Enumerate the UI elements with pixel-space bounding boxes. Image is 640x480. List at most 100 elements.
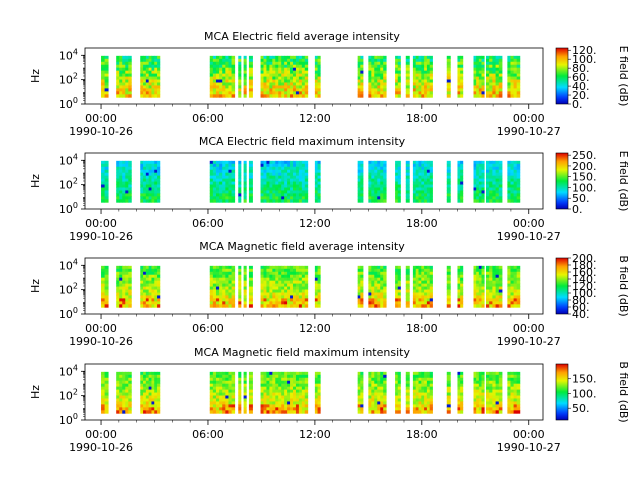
spectrogram-cell	[219, 190, 223, 194]
spectrogram-cell	[157, 398, 161, 402]
spectrogram-cell	[489, 274, 493, 279]
x-tick-time: 00:00	[85, 217, 117, 230]
spectrogram-cell	[317, 371, 321, 376]
spectrogram-cell	[357, 386, 361, 390]
spectrogram-cell	[371, 383, 375, 388]
spectrogram-cell	[295, 163, 300, 168]
spectrogram-cell	[460, 304, 464, 308]
spectrogram-cell	[148, 286, 152, 290]
spectrogram-cell	[304, 377, 309, 382]
spectrogram-cell	[148, 160, 152, 165]
spectrogram-cell	[219, 79, 223, 83]
spectrogram-cell	[125, 55, 129, 60]
spectrogram-cell	[314, 199, 318, 203]
spectrogram-cell	[128, 286, 132, 290]
spectrogram-cell	[143, 58, 147, 63]
spectrogram-cell	[397, 380, 401, 385]
spectrogram-cell	[275, 61, 279, 66]
spectrogram-cell	[219, 392, 223, 396]
spectrogram-cell	[225, 70, 229, 74]
spectrogram-cell	[418, 94, 422, 98]
colorbar-tick-label: 80.	[572, 294, 590, 307]
spectrogram-cell	[219, 187, 223, 191]
spectrogram-cell	[284, 94, 288, 98]
spectrogram-cell	[248, 82, 253, 86]
spectrogram-cell	[209, 181, 214, 185]
spectrogram-cell	[148, 386, 152, 390]
spectrogram-cell	[368, 163, 372, 168]
spectrogram-cell	[266, 85, 270, 89]
spectrogram-cell	[460, 163, 464, 168]
spectrogram-cell	[281, 271, 285, 276]
spectrogram-cell	[317, 73, 321, 77]
spectrogram-cell	[380, 301, 384, 305]
spectrogram-cell	[119, 73, 123, 77]
spectrogram-cell	[116, 82, 120, 86]
spectrogram-cell	[275, 395, 279, 399]
spectrogram-cell	[122, 371, 126, 376]
spectrogram-cell	[507, 190, 511, 194]
spectrogram-cell	[209, 389, 214, 393]
spectrogram-cell	[272, 377, 276, 382]
spectrogram-cell	[371, 76, 375, 80]
spectrogram-cell	[298, 298, 303, 302]
spectrogram-cell	[374, 178, 378, 182]
spectrogram-cell	[122, 163, 126, 168]
spectrogram-cell	[225, 271, 229, 276]
y-axis-label: Hz	[29, 174, 42, 188]
spectrogram-cell	[516, 79, 521, 83]
spectrogram-cell	[457, 193, 461, 197]
spectrogram-cell	[290, 184, 294, 188]
spectrogram-cell	[415, 277, 419, 282]
spectrogram-cell	[140, 410, 144, 414]
spectrogram-cell	[238, 271, 242, 276]
spectrogram-cell	[209, 377, 214, 382]
spectrogram-cell	[248, 380, 253, 385]
spectrogram-cell	[278, 166, 282, 171]
spectrogram-cell	[397, 79, 401, 83]
spectrogram-cell	[495, 58, 500, 63]
spectrogram-cell	[143, 401, 147, 405]
spectrogram-cell	[209, 265, 214, 270]
spectrogram-cell	[298, 395, 303, 399]
spectrogram-cell	[231, 292, 236, 296]
spectrogram-cell	[145, 187, 150, 191]
spectrogram-cell	[128, 55, 132, 60]
spectrogram-cell	[357, 70, 361, 74]
spectrogram-cell	[151, 298, 155, 302]
spectrogram-cell	[510, 193, 514, 197]
spectrogram-cell	[498, 76, 503, 80]
spectrogram-cell	[446, 271, 451, 276]
spectrogram-cell	[473, 70, 477, 74]
spectrogram-cell	[507, 277, 511, 282]
spectrogram-cell	[154, 184, 158, 188]
spectrogram-cell	[154, 398, 158, 402]
spectrogram-cell	[157, 166, 161, 171]
spectrogram-cell	[215, 389, 220, 393]
spectrogram-cell	[275, 404, 279, 408]
spectrogram-cell	[269, 283, 273, 287]
spectrogram-cell	[516, 163, 521, 168]
spectrogram-cell	[225, 181, 229, 185]
spectrogram-cell	[125, 265, 129, 270]
spectrogram-cell	[383, 196, 387, 200]
spectrogram-cell	[516, 389, 521, 393]
spectrogram-cell	[374, 64, 378, 69]
spectrogram-cell	[231, 395, 236, 399]
spectrogram-cell	[157, 392, 161, 396]
spectrogram-cell	[426, 395, 431, 399]
spectrogram-cell	[383, 274, 387, 279]
spectrogram-cell	[426, 274, 431, 279]
spectrogram-cell	[314, 67, 318, 72]
spectrogram-cell	[360, 401, 364, 405]
spectrogram-cell	[293, 82, 297, 86]
spectrogram-cell	[304, 163, 309, 168]
spectrogram-cell	[304, 91, 309, 95]
spectrogram-cell	[219, 286, 223, 290]
spectrogram-cell	[368, 82, 372, 86]
spectrogram-cell	[360, 55, 364, 60]
spectrogram-cell	[243, 178, 247, 182]
spectrogram-cell	[157, 184, 161, 188]
spectrogram-cell	[293, 70, 297, 74]
spectrogram-cell	[238, 407, 242, 411]
